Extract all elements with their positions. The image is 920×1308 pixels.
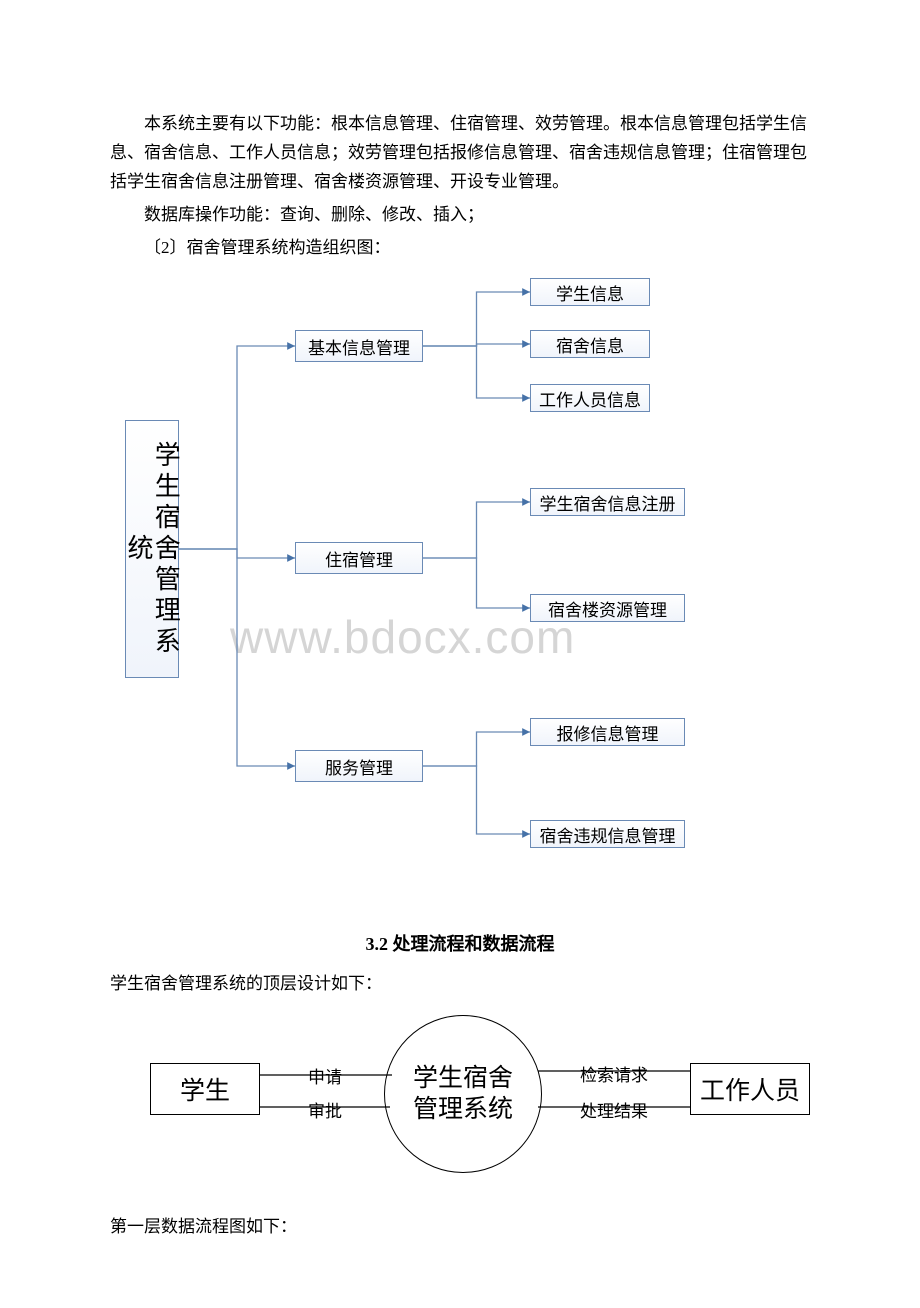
intro-paragraph: 本系统主要有以下功能：根本信息管理、住宿管理、效劳管理。根本信息管理包括学生信息… <box>110 110 810 197</box>
dfd-label-1: 审批 <box>308 1097 342 1122</box>
dfd-label-3: 处理结果 <box>580 1097 648 1122</box>
watermark: www.bdocx.com <box>230 610 575 664</box>
org-l2-service: 服务管理 <box>295 750 423 782</box>
db-ops-paragraph: 数据库操作功能：查询、删除、修改、插入； <box>110 201 810 230</box>
org-l3-4: 宿舍楼资源管理 <box>530 594 685 622</box>
diagram-caption: 〔2〕宿舍管理系统构造组织图： <box>110 234 810 263</box>
dfd-student: 学生 <box>150 1063 260 1115</box>
org-chart-connectors <box>110 270 810 890</box>
dfd-top-level: 学生 学生宿舍 管理系统 工作人员 申请审批 检索请求处理结果 <box>110 1005 810 1195</box>
dfd-process: 学生宿舍 管理系统 <box>384 1015 542 1173</box>
org-l3-5: 报修信息管理 <box>530 718 685 746</box>
org-root: 学生宿舍管理系统 <box>125 420 179 678</box>
dfd-staff: 工作人员 <box>690 1063 810 1115</box>
dfd-level1-caption: 第一层数据流程图如下： <box>110 1213 810 1242</box>
org-l3-0: 学生信息 <box>530 278 650 306</box>
dfd-label-2: 检索请求 <box>580 1061 648 1086</box>
org-l3-2: 工作人员信息 <box>530 384 650 412</box>
section-title: 3.2 处理流程和数据流程 <box>110 930 810 956</box>
org-l2-lodging: 住宿管理 <box>295 542 423 574</box>
org-l2-basic: 基本信息管理 <box>295 330 423 362</box>
org-l3-3: 学生宿舍信息注册 <box>530 488 685 516</box>
dfd-top-caption: 学生宿舍管理系统的顶层设计如下： <box>110 970 810 999</box>
org-l3-1: 宿舍信息 <box>530 330 650 358</box>
org-chart: www.bdocx.com 学生宿舍管理系统 基本信息管理住宿管理服务管理 学生信息… <box>110 270 810 890</box>
org-l3-6: 宿舍违规信息管理 <box>530 820 685 848</box>
dfd-label-0: 申请 <box>308 1063 342 1088</box>
